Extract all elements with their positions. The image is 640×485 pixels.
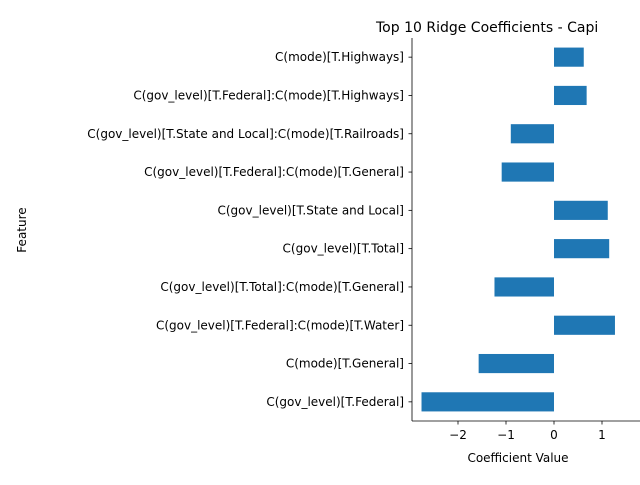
bar-6 <box>554 239 610 259</box>
x-tick-label-3: 0 <box>550 428 558 442</box>
category-label-3: C(gov_level)[T.State and Local]:C(mode)[… <box>87 127 404 141</box>
category-labels-group: C(mode)[T.Highways] C(gov_level)[T.Federa… <box>87 50 412 409</box>
category-label-9: C(mode)[T.General] <box>286 357 404 371</box>
bar-8 <box>554 315 615 335</box>
category-label-2: C(gov_level)[T.Federal]:C(mode)[T.Highwa… <box>133 88 404 102</box>
category-label-5: C(gov_level)[T.State and Local] <box>218 203 405 217</box>
bar-5 <box>554 200 608 220</box>
x-tick-label-1: −2 <box>449 428 467 442</box>
bars-group <box>421 47 615 412</box>
bar-2 <box>554 85 587 106</box>
bar-7 <box>494 277 554 297</box>
bar-4 <box>501 162 554 182</box>
bar-9 <box>478 353 554 374</box>
x-tick-label-4: 1 <box>598 428 606 442</box>
category-label-4: C(gov_level)[T.Federal]:C(mode)[T.Genera… <box>144 165 404 179</box>
x-axis: −2 −1 0 1 <box>449 421 606 442</box>
x-tick-label-2: −1 <box>497 428 515 442</box>
x-axis-label: Coefficient Value <box>467 451 568 465</box>
chart-title: Top 10 Ridge Coefficients - Capi <box>375 20 598 36</box>
category-label-10: C(gov_level)[T.Federal] <box>266 395 404 409</box>
category-label-8: C(gov_level)[T.Federal]:C(mode)[T.Water] <box>156 318 404 332</box>
category-label-7: C(gov_level)[T.Total]:C(mode)[T.General] <box>160 280 404 294</box>
bar-1 <box>554 47 584 67</box>
category-label-1: C(mode)[T.Highways] <box>275 50 404 64</box>
bar-10 <box>421 392 554 412</box>
bar-3 <box>510 124 554 144</box>
y-axis-label: Feature <box>15 207 29 252</box>
category-label-6: C(gov_level)[T.Total] <box>283 242 404 256</box>
